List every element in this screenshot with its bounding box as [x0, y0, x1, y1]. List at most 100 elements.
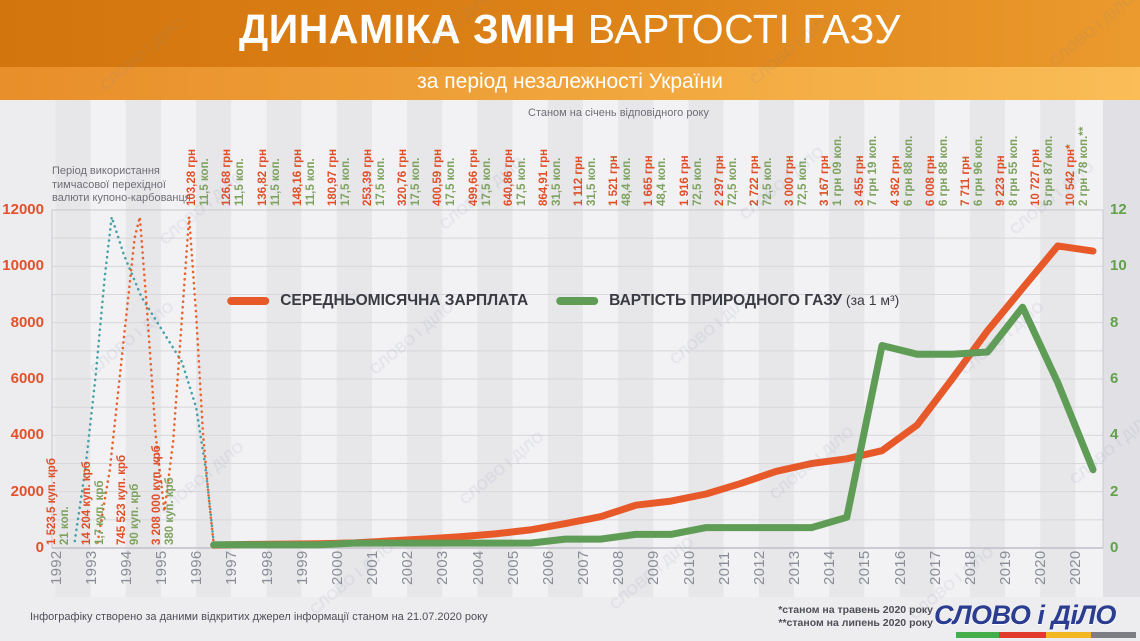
column-stripe — [723, 100, 759, 597]
gas-value-label: 11,5 коп. — [199, 158, 212, 206]
right-axis-tick-label: 8 — [1110, 313, 1119, 331]
gas-value-label: 7 грн 19 коп. — [867, 135, 880, 206]
gas-value-label: 11,5 коп. — [234, 158, 247, 206]
x-axis-year-label: 2011 — [715, 551, 733, 585]
gas-value-label: 72,5 коп. — [797, 157, 810, 206]
legend-gas-label: ВАРТІСТЬ ПРИРОДНОГО ГАЗУ (за 1 м³) — [609, 292, 899, 310]
right-axis-tick-label: 4 — [1110, 426, 1119, 444]
karbovanets-salary-label: 3 208 000 куп. крб — [151, 445, 164, 545]
page-subtitle: за період незалежності України — [417, 70, 723, 93]
x-axis-year-label: 2003 — [434, 550, 452, 585]
gas-line — [210, 303, 1097, 549]
column-stripe — [653, 100, 689, 597]
left-axis-tick-label: 6000 — [10, 370, 44, 387]
logo-stripe-segment — [956, 632, 1000, 638]
gas-value-label: 72,5 коп. — [726, 157, 739, 206]
column-stripe — [758, 100, 795, 597]
karbovanets-salary-label: 14 204 куп. крб — [80, 461, 93, 545]
salary-value-label: 103,28 грн — [186, 148, 199, 206]
salary-karbovanets-dotted-line — [96, 216, 215, 546]
column-stripe — [90, 100, 126, 597]
column-stripe — [231, 100, 267, 597]
gas-value-label: 31,5 коп. — [550, 157, 563, 206]
gas-value-label: 31,5 коп. — [586, 157, 599, 206]
salary-value-label: 3 000 грн — [784, 155, 797, 206]
gas-value-label: 6 грн 96 коп. — [972, 135, 985, 206]
legend: СЕРЕДНЬОМІСЯЧНА ЗАРПЛАТА ВАРТІСТЬ ПРИРОД… — [227, 292, 899, 310]
salary-value-label: 180,97 грн — [326, 148, 339, 206]
left-axis-tick-label: 0 — [35, 539, 44, 556]
footer-footnotes: *станом на травень 2020 року **станом на… — [778, 604, 933, 629]
gas-value-label: 17,5 коп. — [515, 157, 528, 206]
x-axis-year-label: 2009 — [645, 550, 663, 585]
column-stripe — [512, 100, 548, 597]
column-stripe — [160, 100, 197, 597]
slovo-i-dilo-logo: СЛОВО і ДіЛО — [934, 600, 1136, 638]
logo-stripe-segment — [1090, 632, 1136, 638]
left-axis-tick-label: 2000 — [10, 482, 44, 500]
salary-value-label: 320,76 грн — [397, 148, 410, 206]
gas-value-label: 17,5 коп. — [480, 157, 493, 206]
salary-value-label: 499,66 грн — [467, 148, 480, 206]
karbovanets-salary-label: 1 523,5 куп. крб — [45, 458, 58, 545]
column-stripe — [442, 100, 478, 597]
column-stripe — [371, 100, 408, 597]
x-axis-year-label: 2020 — [1032, 550, 1050, 585]
x-axis-year-label: 2016 — [891, 550, 909, 585]
gas-value-label: 6 грн 88 коп. — [937, 135, 950, 206]
footnote-may-2020: *станом на травень 2020 року — [778, 604, 933, 616]
salary-value-label: 1 521 грн — [608, 155, 621, 206]
x-axis-year-label: 2007 — [575, 550, 593, 585]
column-stripe — [55, 100, 91, 597]
x-axis-year-label: 2012 — [750, 550, 768, 585]
right-axis-tick-label: 2 — [1110, 482, 1119, 500]
column-stripe — [794, 100, 830, 597]
salary-value-label: 1 916 грн — [678, 155, 691, 206]
left-axis-tick-label: 4000 — [10, 426, 44, 444]
salary-value-label: 864,91 грн — [537, 148, 550, 206]
legend-gas-label-bold: ВАРТІСТЬ ПРИРОДНОГО ГАЗУ — [609, 292, 843, 309]
x-axis-year-label: 2004 — [469, 550, 487, 585]
as-of-january-note: Станом на січень відповідного року — [528, 107, 709, 119]
salary-value-label: 126,68 грн — [221, 148, 234, 206]
karbovanets-gas-label: 90 куп. крб — [128, 483, 141, 545]
header-title-band — [0, 0, 1140, 67]
x-axis-year-label: 2019 — [997, 550, 1015, 585]
salary-value-label: 7 711 грн — [959, 155, 972, 206]
column-stripe — [407, 100, 443, 597]
right-axis-tick-label: 6 — [1110, 370, 1119, 387]
x-axis-year-label: 2013 — [786, 550, 804, 585]
x-axis-year-label: 2020 — [1067, 550, 1085, 585]
x-axis-year-label: 2015 — [856, 550, 874, 585]
gas-value-label: 6 грн 88 коп. — [902, 135, 915, 206]
x-axis-year-label: 1992 — [47, 550, 65, 585]
salary-value-label: 4 362 грн — [889, 155, 902, 206]
x-axis-year-label: 1997 — [223, 550, 241, 585]
legend-gas-label-note: (за 1 м³) — [842, 292, 900, 308]
column-stripe — [477, 100, 513, 597]
x-axis-year-label: 2010 — [680, 550, 698, 585]
karbovanets-gas-label: 1,7 куп. крб — [93, 480, 106, 545]
karbovanets-gas-label: 21 коп. — [58, 506, 71, 545]
x-axis-year-label: 2002 — [399, 550, 417, 585]
salary-value-label: 3 167 грн — [819, 155, 832, 206]
karbovanets-period-note: Період використання тимчасової перехідно… — [52, 165, 191, 204]
gas-value-label: 48,4 коп. — [621, 157, 634, 206]
gas-value-label: 2 грн 78 коп.** — [1078, 126, 1091, 206]
x-axis-year-label: 1996 — [188, 550, 206, 585]
right-axis-tick-label: 12 — [1110, 201, 1127, 218]
column-stripe — [1040, 100, 1076, 597]
x-axis-year-label: 2017 — [926, 550, 944, 585]
header: ДИНАМІКА ЗМІН ВАРТОСТІ ГАЗУ за період не… — [0, 0, 1140, 100]
gas-value-label: 11,5 коп. — [304, 158, 317, 206]
salary-value-label: 3 455 грн — [854, 155, 867, 206]
salary-value-label: 2 297 грн — [713, 155, 726, 206]
gas-value-label: 72,5 коп. — [761, 157, 774, 206]
legend-gas-swatch — [556, 297, 599, 305]
page-title-rest: ВАРТОСТІ ГАЗУ — [575, 6, 901, 52]
salary-value-label: 10 542 грн* — [1065, 144, 1078, 206]
x-axis-year-label: 2006 — [539, 550, 557, 585]
salary-value-label: 9 223 грн — [995, 155, 1008, 206]
